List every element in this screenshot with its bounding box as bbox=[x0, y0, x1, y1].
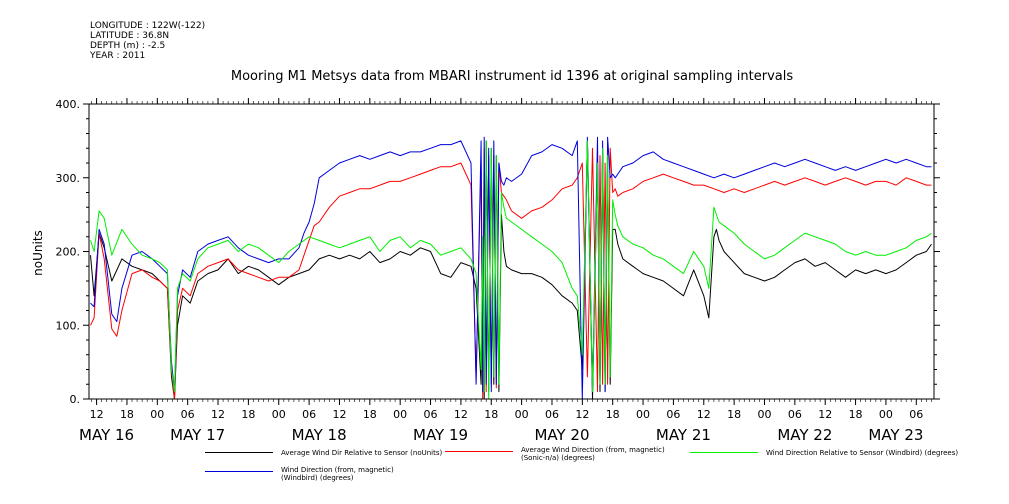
x-tick-label: 18 bbox=[849, 408, 863, 421]
legend-swatch-blue bbox=[205, 471, 273, 472]
header-metadata: LONGITUDE : 122W(-122) LATITUDE : 36.8N … bbox=[90, 21, 205, 61]
y-tick-label: 400. bbox=[56, 98, 81, 111]
x-date-label: MAY 20 bbox=[534, 426, 589, 444]
series-line-1 bbox=[90, 147, 932, 400]
legend-swatch-red bbox=[445, 451, 513, 452]
legend-label: Average Wind Dir Relative to Sensor (noU… bbox=[281, 449, 443, 457]
series-line-2 bbox=[90, 140, 932, 400]
x-tick-label: 18 bbox=[727, 408, 741, 421]
y-tick-label: 200. bbox=[56, 246, 81, 259]
plot-frame bbox=[88, 103, 935, 400]
year-text: YEAR : 2011 bbox=[90, 51, 146, 61]
x-tick-label: 00 bbox=[636, 408, 650, 421]
x-date-label: MAY 18 bbox=[292, 426, 347, 444]
x-tick-label: 12 bbox=[575, 408, 589, 421]
x-tick-label: 00 bbox=[150, 408, 164, 421]
legend-swatch-green bbox=[690, 452, 758, 453]
series-line-3 bbox=[90, 136, 932, 400]
y-tick-label: 100. bbox=[56, 319, 81, 332]
legend-label: Average Wind Direction (from, magnetic) … bbox=[521, 446, 665, 462]
x-date-label: MAY 22 bbox=[777, 426, 832, 444]
x-tick-label: 00 bbox=[757, 408, 771, 421]
x-tick-label: 12 bbox=[454, 408, 468, 421]
x-tick-label: 00 bbox=[515, 408, 529, 421]
x-tick-label: 06 bbox=[666, 408, 680, 421]
longitude-text: LONGITUDE : 122W(-122) bbox=[90, 21, 206, 31]
x-tick-label: 12 bbox=[90, 408, 104, 421]
chart-title: Mooring M1 Metsys data from MBARI instru… bbox=[231, 69, 793, 84]
x-tick-label: 00 bbox=[272, 408, 286, 421]
x-tick-label: 06 bbox=[181, 408, 195, 421]
x-tick-label: 18 bbox=[484, 408, 498, 421]
latitude-text: LATITUDE : 36.8N bbox=[90, 31, 170, 41]
x-tick-label: 00 bbox=[393, 408, 407, 421]
y-tick-label: 0. bbox=[70, 393, 81, 406]
x-date-label: MAY 16 bbox=[79, 426, 134, 444]
x-tick-label: 18 bbox=[606, 408, 620, 421]
x-tick-label: 12 bbox=[211, 408, 225, 421]
x-tick-label: 00 bbox=[879, 408, 893, 421]
y-axis-label: noUnits bbox=[31, 230, 45, 276]
x-tick-label: 18 bbox=[363, 408, 377, 421]
x-tick-label: 18 bbox=[120, 408, 134, 421]
x-tick-label: 06 bbox=[424, 408, 438, 421]
legend-label: Wind Direction (from, magnetic) (Windbir… bbox=[281, 466, 394, 482]
x-tick-label: 12 bbox=[697, 408, 711, 421]
series-line-0 bbox=[90, 140, 932, 400]
legend-swatch-black bbox=[205, 452, 273, 453]
x-tick-label: 06 bbox=[909, 408, 923, 421]
y-tick-label: 300. bbox=[56, 172, 81, 185]
x-date-label: MAY 17 bbox=[170, 426, 225, 444]
x-tick-label: 12 bbox=[332, 408, 346, 421]
x-date-label: MAY 21 bbox=[656, 426, 711, 444]
axis-layer: 0. 100. 200. 300. 400. 12 18 00 06 12 18 00 06 12 18 00… bbox=[56, 98, 940, 444]
x-tick-label: 06 bbox=[545, 408, 559, 421]
x-date-label: MAY 19 bbox=[413, 426, 468, 444]
series-layer bbox=[90, 136, 932, 400]
x-tick-label: 12 bbox=[818, 408, 832, 421]
x-tick-label: 18 bbox=[241, 408, 255, 421]
x-tick-label: 06 bbox=[302, 408, 316, 421]
legend-label: Wind Direction Relative to Sensor (Windb… bbox=[766, 449, 959, 457]
depth-text: DEPTH (m) : -2.5 bbox=[90, 41, 166, 51]
x-date-label: MAY 23 bbox=[868, 426, 923, 444]
x-tick-label: 06 bbox=[788, 408, 802, 421]
